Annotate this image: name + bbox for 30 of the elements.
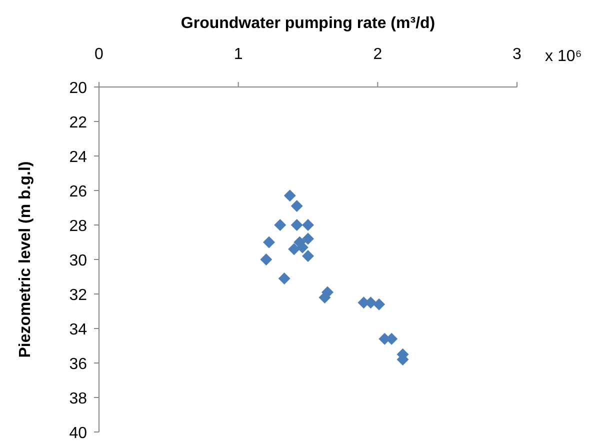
y-tick-label: 38 (69, 390, 88, 408)
point (290, 219, 303, 231)
x-tick-label: 0 (94, 46, 104, 63)
point (302, 219, 314, 231)
y-axis-title: Piezometric level (m b.g.l) (17, 161, 34, 358)
y-tick-label: 32 (69, 287, 88, 304)
point (260, 254, 272, 266)
y-tick-label: 24 (69, 149, 88, 166)
y-tick-label: 20 (69, 80, 88, 97)
y-tick-label: 28 (69, 218, 88, 235)
point (373, 298, 386, 310)
point (284, 190, 296, 202)
x-axis-title: Groundwater pumping rate (m³/d) (180, 15, 436, 32)
point (274, 219, 286, 231)
text: x 10⁶ (545, 48, 582, 65)
y-tick-label: 34 (69, 322, 88, 338)
x-tick-label: 2 (373, 46, 382, 63)
point (302, 232, 314, 245)
y-tick-label: 22 (69, 114, 88, 132)
x-tick-label: 1 (234, 46, 243, 63)
point (288, 243, 300, 256)
y-tick-label: 26 (69, 184, 88, 200)
point (290, 200, 303, 212)
y-tick-label: 36 (69, 356, 88, 373)
point (262, 236, 275, 248)
x-tick-label: 3 (512, 46, 522, 63)
point (278, 272, 290, 284)
y-tick-label: 30 (69, 252, 88, 270)
y-tick-label: 40 (69, 425, 88, 442)
point (302, 250, 314, 262)
